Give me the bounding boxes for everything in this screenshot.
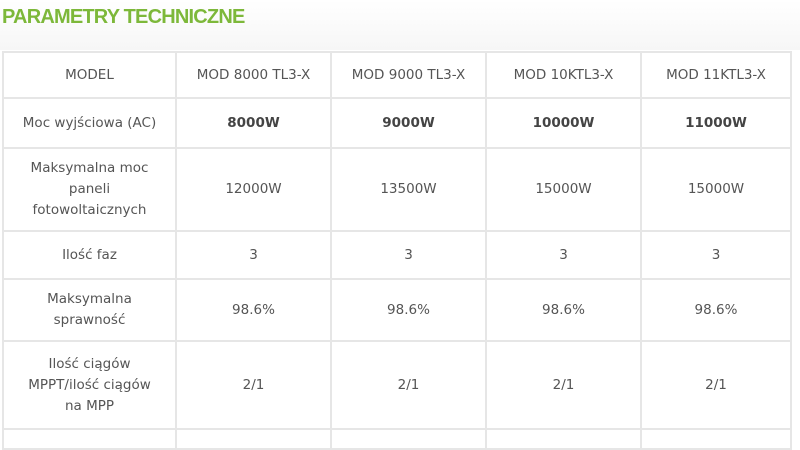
cell — [2, 428, 177, 450]
cell — [640, 428, 792, 450]
cell: 3 — [485, 230, 642, 280]
table-row: Ilość ciągów MPPT/ilość ciągów na MPP 2/… — [2, 340, 792, 430]
table-row: Moc wyjściowa (AC) 8000W 9000W 10000W 11… — [2, 97, 792, 149]
cell: 98.6% — [330, 278, 487, 342]
header-band — [0, 0, 800, 50]
table-row-partial — [2, 428, 792, 450]
cell: 98.6% — [640, 278, 792, 342]
cell: 9000W — [330, 97, 487, 149]
cell: 2/1 — [485, 340, 642, 430]
spec-table: MODEL MOD 8000 TL3-X MOD 9000 TL3-X MOD … — [2, 51, 792, 450]
table-row: Maksymalna moc paneli fotowoltaicznych 1… — [2, 147, 792, 232]
cell: 2/1 — [175, 340, 332, 430]
row-label: Ilość ciągów MPPT/ilość ciągów na MPP — [2, 340, 177, 430]
table-header-row: MODEL MOD 8000 TL3-X MOD 9000 TL3-X MOD … — [2, 51, 792, 99]
cell: 98.6% — [175, 278, 332, 342]
cell: 12000W — [175, 147, 332, 232]
table-row: Ilość faz 3 3 3 3 — [2, 230, 792, 280]
row-label: Maksymalna moc paneli fotowoltaicznych — [2, 147, 177, 232]
cell: 2/1 — [640, 340, 792, 430]
cell: 10000W — [485, 97, 642, 149]
row-label: Ilość faz — [2, 230, 177, 280]
cell: 13500W — [330, 147, 487, 232]
table-row: Maksymalna sprawność 98.6% 98.6% 98.6% 9… — [2, 278, 792, 342]
row-label: Moc wyjściowa (AC) — [2, 97, 177, 149]
cell — [330, 428, 487, 450]
cell — [485, 428, 642, 450]
header-cell: MOD 10KTL3-X — [485, 51, 642, 99]
cell: 3 — [330, 230, 487, 280]
cell: 11000W — [640, 97, 792, 149]
header-cell: MOD 11KTL3-X — [640, 51, 792, 99]
header-cell: MOD 9000 TL3-X — [330, 51, 487, 99]
cell: 15000W — [640, 147, 792, 232]
cell: 8000W — [175, 97, 332, 149]
cell: 2/1 — [330, 340, 487, 430]
cell: 98.6% — [485, 278, 642, 342]
cell: 15000W — [485, 147, 642, 232]
cell: 3 — [640, 230, 792, 280]
row-label: Maksymalna sprawność — [2, 278, 177, 342]
header-cell: MODEL — [2, 51, 177, 99]
cell: 3 — [175, 230, 332, 280]
cell — [175, 428, 332, 450]
header-cell: MOD 8000 TL3-X — [175, 51, 332, 99]
section-title: PARAMETRY TECHNICZNE — [2, 6, 245, 28]
